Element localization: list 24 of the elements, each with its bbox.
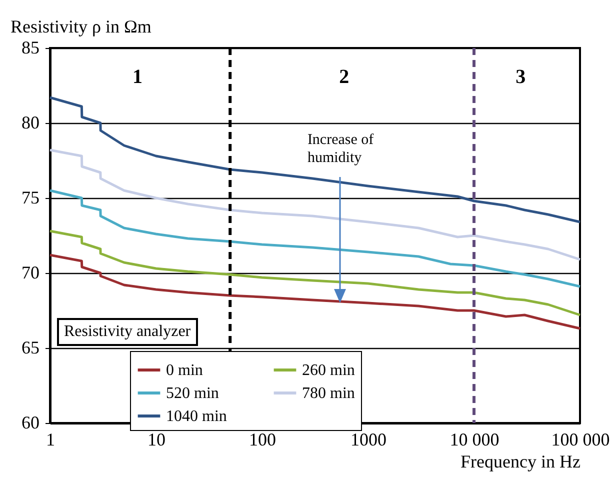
legend-label: 1040 min <box>166 408 227 425</box>
legend-label: 520 min <box>166 385 219 402</box>
annotation: 2 <box>339 66 350 89</box>
annotation: Increase of humidity <box>307 131 375 167</box>
x-tick-label: 1 <box>46 430 55 450</box>
x-tick-label: 100 000 <box>551 430 610 450</box>
y-tick-label: 70 <box>22 262 40 282</box>
y-axis-title: Resistivity ρ in Ωm <box>10 16 152 36</box>
x-tick-label: 10 000 <box>450 430 500 450</box>
y-tick-label: 85 <box>22 38 40 58</box>
y-tick-label: 80 <box>22 112 40 132</box>
annotation: 1 <box>132 66 142 89</box>
x-axis-title: Frequency in Hz <box>460 452 581 472</box>
legend-label: 260 min <box>302 362 355 379</box>
x-tick-label: 100 <box>249 430 276 450</box>
x-tick-label: 1000 <box>350 430 386 450</box>
y-tick-label: 65 <box>22 338 40 358</box>
x-tick-label: 10 <box>148 430 166 450</box>
legend-label: 780 min <box>302 385 355 402</box>
annotation: Resistivity analyzer <box>57 318 198 346</box>
annotation: 3 <box>516 66 526 89</box>
legend-label: 0 min <box>166 362 203 379</box>
y-tick-label: 60 <box>22 412 40 432</box>
y-tick-label: 75 <box>22 188 40 208</box>
